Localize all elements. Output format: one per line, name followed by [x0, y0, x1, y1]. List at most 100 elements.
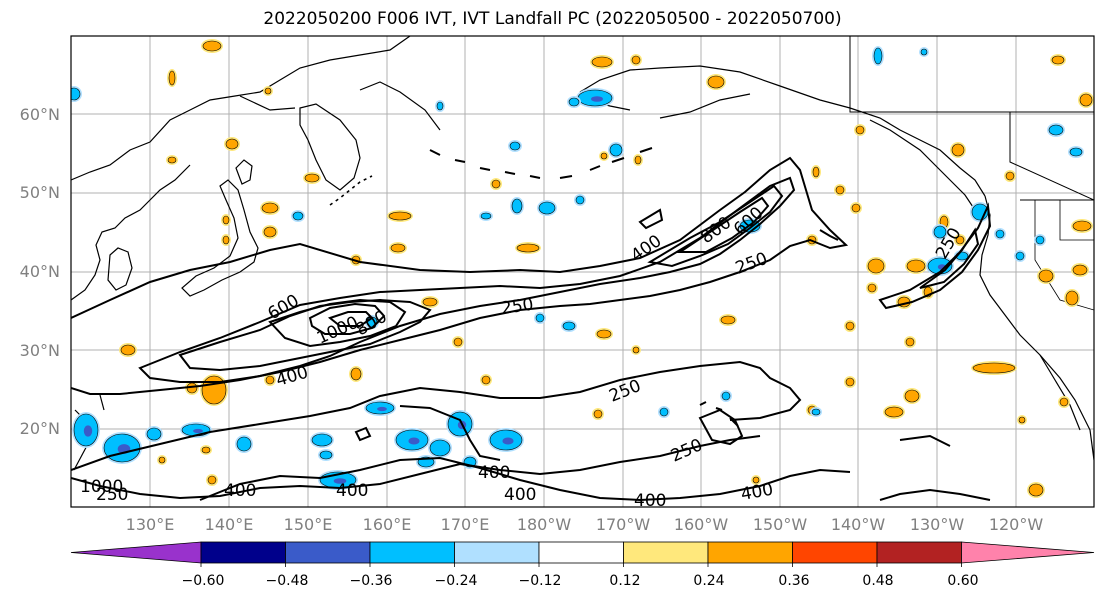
- contour-800: [268, 298, 407, 348]
- negative-pc-shading: [1015, 251, 1025, 261]
- positive-pc-shading: [304, 173, 320, 183]
- positive-pc-shading: [596, 329, 612, 339]
- positive-pc-shading: [855, 125, 865, 135]
- lat-label-20n: 20°N: [19, 419, 60, 438]
- colorbar-segment: [285, 541, 371, 564]
- negative-pc-shading: [502, 437, 514, 445]
- colorbar-tick-label: 0.36: [778, 573, 810, 589]
- positive-pc-shading: [1018, 416, 1026, 424]
- contour-400-coast: [919, 227, 980, 289]
- positive-pc-shading: [453, 337, 463, 347]
- colorbar-tick-label: −0.48: [265, 573, 309, 589]
- negative-pc-shading: [193, 428, 203, 434]
- negative-pc-shading: [436, 101, 444, 111]
- contour-label: 400: [274, 363, 311, 391]
- negative-pc-shading: [292, 211, 304, 221]
- colorbar-segment: [369, 541, 455, 564]
- colorbar-segment: [538, 541, 624, 564]
- lon-label-160w: 160°W: [673, 515, 729, 534]
- negative-pc-shading: [1048, 124, 1064, 136]
- lat-label-50n: 50°N: [19, 183, 60, 202]
- contour-1000-b: [327, 311, 374, 327]
- negative-pc-shading: [311, 433, 333, 447]
- lat-label-60n: 60°N: [19, 105, 60, 124]
- negative-pc-shading: [920, 48, 928, 56]
- positive-pc-shading: [1079, 93, 1093, 107]
- contour-label: 400: [478, 463, 510, 483]
- positive-pc-shading: [422, 297, 438, 307]
- negative-pc-shading: [509, 141, 521, 151]
- positive-pc-shading: [201, 375, 227, 405]
- positive-pc-shading: [516, 243, 540, 253]
- positive-pc-shading: [222, 215, 230, 225]
- negative-pc-shading: [562, 321, 576, 331]
- negative-pc-shading: [535, 313, 545, 323]
- negative-pc-shading: [511, 198, 523, 214]
- positive-pc-shading: [600, 152, 608, 160]
- contour-label: 250: [733, 249, 770, 279]
- contour-250-ne: [819, 229, 839, 241]
- positive-pc-shading: [158, 456, 166, 464]
- negative-pc-shading: [568, 97, 580, 107]
- colorbar-segment: [623, 541, 709, 564]
- positive-pc-shading: [481, 375, 491, 385]
- positive-pc-shading: [593, 409, 603, 419]
- positive-pc-shading: [851, 203, 861, 213]
- positive-pc-shading: [491, 179, 501, 189]
- lon-label-130w: 130°W: [909, 515, 965, 534]
- contour-250-coast: [878, 202, 992, 310]
- lon-label-170e: 170°E: [440, 515, 490, 534]
- negative-pc-shading: [333, 478, 347, 484]
- negative-pc-shading: [146, 427, 162, 441]
- negative-pc-shading: [811, 408, 821, 416]
- positive-pc-shading: [350, 367, 362, 381]
- negative-pc-shading: [538, 201, 556, 215]
- positive-pc-shading: [202, 40, 222, 52]
- contour-label: 250: [500, 295, 535, 319]
- contour-label: 250: [606, 376, 644, 407]
- positive-pc-shading: [845, 377, 855, 387]
- positive-pc-shading: [972, 362, 1016, 374]
- positive-pc-shading: [1059, 397, 1069, 407]
- contour-ne-small: [638, 208, 664, 230]
- map-frame: [70, 35, 1095, 508]
- lon-label-140w: 140°W: [830, 515, 886, 534]
- colorbar-segment: [707, 541, 793, 564]
- positive-pc-shading: [884, 406, 904, 418]
- positive-pc-shading: [752, 476, 760, 484]
- lon-label-130e: 130°E: [125, 515, 175, 534]
- contour-small-4: [899, 434, 951, 447]
- contour-250-main: [71, 156, 849, 395]
- colorbar-tick-label: −0.60: [181, 573, 225, 589]
- positive-pc-shading: [265, 375, 275, 385]
- negative-pc-shading: [236, 436, 252, 452]
- positive-pc-shading: [1005, 171, 1015, 181]
- negative-pc-shading: [721, 391, 731, 401]
- negative-pc-shading: [1035, 235, 1045, 245]
- positive-pc-shading: [1072, 264, 1088, 276]
- contour-600: [178, 298, 432, 372]
- positive-pc-shading: [388, 211, 412, 221]
- negative-pc-shading: [83, 425, 93, 437]
- contour-label: 400: [739, 480, 774, 505]
- lon-label-170w: 170°W: [595, 515, 651, 534]
- positive-pc-shading: [867, 258, 885, 274]
- colorbar-tick-label: −0.36: [349, 573, 393, 589]
- map-title: 2022050200 F006 IVT, IVT Landfall PC (20…: [263, 9, 842, 29]
- colorbar-tick-label: 0.60: [947, 573, 979, 589]
- colorbar-tick-label: −0.12: [518, 573, 562, 589]
- lon-label-150w: 150°W: [752, 515, 808, 534]
- lon-label-120w: 120°W: [988, 515, 1044, 534]
- positive-pc-shading: [120, 344, 136, 356]
- colorbar-segment: [961, 541, 1095, 564]
- positive-pc-shading: [1065, 290, 1079, 306]
- positive-pc-shading: [951, 143, 965, 157]
- negative-pc-shading: [408, 437, 420, 445]
- colorbar-tick-label: 0.24: [693, 573, 725, 589]
- negative-pc-shading: [933, 225, 947, 239]
- colorbar-tick-label: −0.24: [434, 573, 478, 589]
- colorbar-tick-label: 0.48: [862, 573, 894, 589]
- contour-400-main: [138, 176, 796, 383]
- contour-small-1: [354, 426, 372, 442]
- negative-pc-shading: [429, 439, 451, 457]
